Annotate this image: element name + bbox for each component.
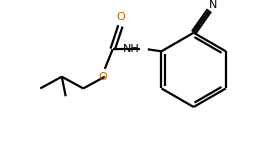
- Text: O: O: [116, 12, 125, 22]
- Text: NH: NH: [123, 44, 140, 54]
- Text: N: N: [209, 0, 217, 10]
- Text: O: O: [99, 72, 107, 82]
